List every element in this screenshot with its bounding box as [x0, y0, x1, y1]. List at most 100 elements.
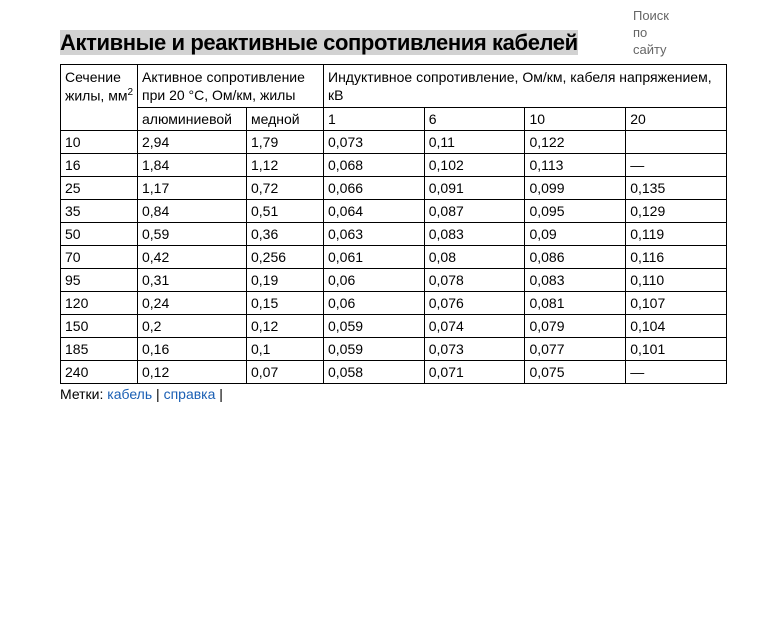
- table-cell: 0,107: [626, 292, 727, 315]
- table-row: 500,590,360,0630,0830,090,119: [61, 223, 727, 246]
- table-cell: 0,063: [324, 223, 425, 246]
- table-cell: 0,1: [247, 338, 324, 361]
- table-cell: 0,104: [626, 315, 727, 338]
- table-cell: 0,079: [525, 315, 626, 338]
- table-cell: 2,94: [138, 131, 247, 154]
- table-cell: 1,17: [138, 177, 247, 200]
- resistance-table: Сечение жилы, мм2 Активное сопротивление…: [60, 64, 727, 384]
- table-cell: 0,16: [138, 338, 247, 361]
- table-cell: 0,42: [138, 246, 247, 269]
- table-cell: 0,113: [525, 154, 626, 177]
- table-row: 251,170,720,0660,0910,0990,135: [61, 177, 727, 200]
- table-cell: —: [626, 154, 727, 177]
- table-cell: 0,72: [247, 177, 324, 200]
- table-cell: 0,078: [424, 269, 525, 292]
- table-cell: 150: [61, 315, 138, 338]
- subheader-cu: медной: [247, 108, 324, 131]
- table-cell: 0,058: [324, 361, 425, 384]
- table-cell: 120: [61, 292, 138, 315]
- table-cell: 0,59: [138, 223, 247, 246]
- subheader-10kv: 10: [525, 108, 626, 131]
- table-row: 1850,160,10,0590,0730,0770,101: [61, 338, 727, 361]
- table-cell: 0,11: [424, 131, 525, 154]
- table-cell: 0,074: [424, 315, 525, 338]
- table-cell: 0,075: [525, 361, 626, 384]
- table-cell: 0,081: [525, 292, 626, 315]
- table-row: 700,420,2560,0610,080,0860,116: [61, 246, 727, 269]
- table-cell: 0,119: [626, 223, 727, 246]
- site-search-label[interactable]: Поиск по сайту: [633, 8, 669, 59]
- table-cell: 0,059: [324, 315, 425, 338]
- table-cell: 0,07: [247, 361, 324, 384]
- table-cell: 0,12: [247, 315, 324, 338]
- table-cell: 0,122: [525, 131, 626, 154]
- table-cell: 0,077: [525, 338, 626, 361]
- table-cell: 0,12: [138, 361, 247, 384]
- tag-link[interactable]: кабель: [107, 386, 152, 402]
- table-cell: 185: [61, 338, 138, 361]
- table-cell: 0,84: [138, 200, 247, 223]
- table-cell: 0,076: [424, 292, 525, 315]
- table-cell: 0,083: [525, 269, 626, 292]
- table-cell: 0,31: [138, 269, 247, 292]
- table-cell: 240: [61, 361, 138, 384]
- table-cell: 0,068: [324, 154, 425, 177]
- table-cell: [626, 131, 727, 154]
- table-row: 1500,20,120,0590,0740,0790,104: [61, 315, 727, 338]
- search-line-3: сайту: [633, 42, 669, 59]
- table-cell: 0,06: [324, 292, 425, 315]
- table-cell: 1,79: [247, 131, 324, 154]
- search-line-1: Поиск: [633, 8, 669, 25]
- table-cell: 0,116: [626, 246, 727, 269]
- table-row: 102,941,790,0730,110,122: [61, 131, 727, 154]
- table-cell: 50: [61, 223, 138, 246]
- table-cell: 95: [61, 269, 138, 292]
- table-cell: 1,12: [247, 154, 324, 177]
- table-cell: 0,099: [525, 177, 626, 200]
- table-cell: 0,073: [324, 131, 425, 154]
- table-cell: 0,064: [324, 200, 425, 223]
- table-cell: 0,059: [324, 338, 425, 361]
- table-cell: 0,087: [424, 200, 525, 223]
- table-row: 350,840,510,0640,0870,0950,129: [61, 200, 727, 223]
- table-cell: 1,84: [138, 154, 247, 177]
- search-line-2: по: [633, 25, 669, 42]
- table-cell: 0,135: [626, 177, 727, 200]
- table-cell: —: [626, 361, 727, 384]
- table-cell: 0,086: [525, 246, 626, 269]
- col-header-active: Активное сопротивление при 20 °С, Ом/км,…: [138, 65, 324, 108]
- table-cell: 0,066: [324, 177, 425, 200]
- table-cell: 0,15: [247, 292, 324, 315]
- tags-line: Метки: кабель | справка |: [60, 386, 727, 402]
- table-cell: 0,24: [138, 292, 247, 315]
- table-cell: 0,091: [424, 177, 525, 200]
- page-title: Активные и реактивные сопротивления кабе…: [60, 30, 727, 56]
- table-cell: 0,102: [424, 154, 525, 177]
- table-cell: 0,09: [525, 223, 626, 246]
- table-row: 1200,240,150,060,0760,0810,107: [61, 292, 727, 315]
- table-row: 161,841,120,0680,1020,113—: [61, 154, 727, 177]
- table-cell: 0,08: [424, 246, 525, 269]
- table-cell: 10: [61, 131, 138, 154]
- table-row: 2400,120,070,0580,0710,075—: [61, 361, 727, 384]
- table-cell: 35: [61, 200, 138, 223]
- table-cell: 0,19: [247, 269, 324, 292]
- table-cell: 0,51: [247, 200, 324, 223]
- table-cell: 0,083: [424, 223, 525, 246]
- table-cell: 0,071: [424, 361, 525, 384]
- subheader-20kv: 20: [626, 108, 727, 131]
- table-cell: 0,129: [626, 200, 727, 223]
- tags-label: Метки:: [60, 386, 103, 402]
- table-row: 950,310,190,060,0780,0830,110: [61, 269, 727, 292]
- table-cell: 0,110: [626, 269, 727, 292]
- table-cell: 0,256: [247, 246, 324, 269]
- col-header-inductive: Индуктивное сопротивление, Ом/км, кабеля…: [324, 65, 727, 108]
- subheader-al: алюминиевой: [138, 108, 247, 131]
- table-cell: 0,061: [324, 246, 425, 269]
- table-cell: 0,06: [324, 269, 425, 292]
- table-cell: 0,36: [247, 223, 324, 246]
- table-cell: 25: [61, 177, 138, 200]
- table-cell: 16: [61, 154, 138, 177]
- col-header-section: Сечение жилы, мм2: [61, 65, 138, 131]
- tag-link[interactable]: справка: [164, 386, 216, 402]
